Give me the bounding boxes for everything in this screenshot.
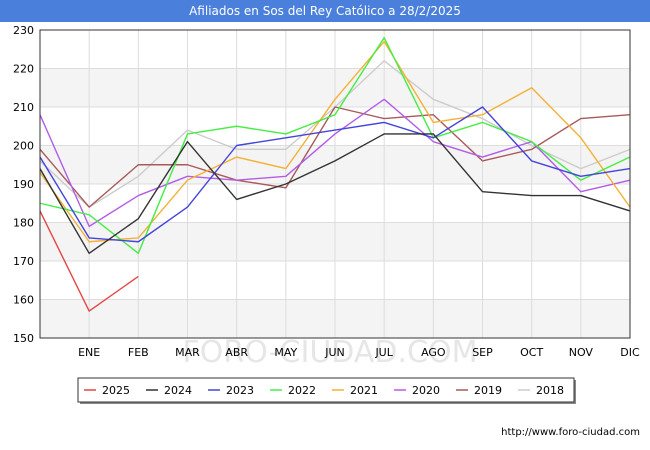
series-line-2023	[39, 106, 631, 243]
x-tick-label: AGO	[421, 346, 446, 359]
y-tick-label: 230	[13, 24, 34, 37]
plot-border	[39, 29, 631, 339]
x-tick-label: JUL	[374, 346, 393, 359]
y-tick-label: 170	[13, 255, 34, 268]
source-url[interactable]: http://www.foro-ciudad.com	[501, 427, 640, 438]
x-tick-label: ABR	[225, 346, 248, 359]
y-tick-label: 160	[13, 294, 34, 307]
x-tick-label: JUN	[324, 346, 345, 359]
legend: 2025 2024 2023 2022 2021 2020 2019 2018	[77, 377, 576, 404]
x-tick-label: SEP	[472, 346, 493, 359]
y-tick-label: 200	[13, 140, 34, 153]
y-tick-label: 190	[13, 178, 34, 191]
legend-box	[77, 377, 575, 403]
y-tick-labels: 150 160 170 180 190 200 210 220 230	[13, 24, 34, 345]
x-tick-label: DIC	[620, 346, 640, 359]
y-tick-label: 210	[13, 101, 34, 114]
x-tick-label: ENE	[78, 346, 100, 359]
series-line-2022	[39, 37, 631, 255]
x-tick-label: NOV	[569, 346, 594, 359]
series-line-2021	[39, 40, 631, 243]
series-line-2025	[39, 210, 139, 312]
legend-label-2025: 2025	[102, 384, 130, 397]
series-line-2024	[39, 133, 631, 255]
series-line-2019	[39, 106, 631, 208]
x-tick-label: MAR	[175, 346, 200, 359]
legend-label-2019: 2019	[474, 384, 502, 397]
legend-label-2023: 2023	[226, 384, 254, 397]
y-tick-label: 150	[13, 332, 34, 345]
series-lines	[39, 37, 631, 312]
legend-label-2022: 2022	[288, 384, 316, 397]
x-tick-label: MAY	[274, 346, 297, 359]
legend-label-2021: 2021	[350, 384, 378, 397]
x-tick-label: FEB	[128, 346, 149, 359]
y-tick-label: 180	[13, 217, 34, 230]
y-tick-label: 220	[13, 63, 34, 76]
watermark: FORO-CIUDAD.COM	[183, 335, 478, 370]
legend-label-2020: 2020	[412, 384, 440, 397]
chart-title: Afiliados en Sos del Rey Católico a 28/2…	[0, 0, 650, 22]
legend-label-2024: 2024	[164, 384, 192, 397]
x-tick-labels: ENE FEB MAR ABR MAY JUN JUL AGO SEP OCT NOV DIC	[78, 346, 640, 359]
x-tick-label: OCT	[520, 346, 543, 359]
legend-label-2018: 2018	[536, 384, 564, 397]
